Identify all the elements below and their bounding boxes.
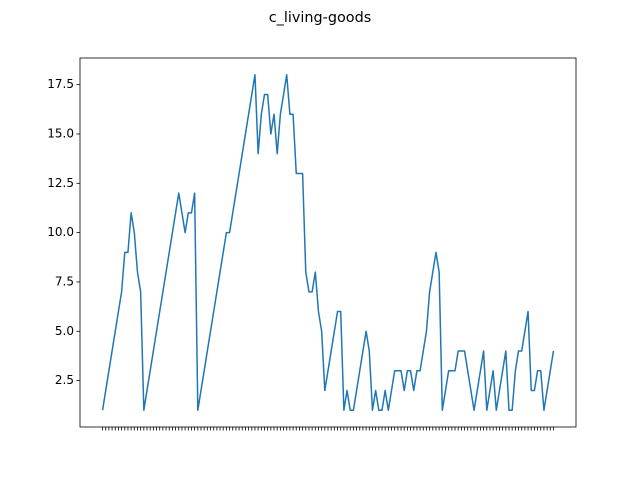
y-tick-label: 17.5 bbox=[47, 77, 74, 91]
y-tick-label: 10.0 bbox=[47, 225, 74, 239]
y-tick-label: 5.0 bbox=[55, 324, 74, 338]
y-tick-label: 12.5 bbox=[47, 176, 74, 190]
y-tick-label: 2.5 bbox=[55, 373, 74, 387]
y-tick-label: 7.5 bbox=[55, 274, 74, 288]
chart-title: c_living-goods bbox=[269, 10, 371, 26]
y-tick-label: 15.0 bbox=[47, 126, 74, 140]
line-series bbox=[101, 74, 555, 411]
